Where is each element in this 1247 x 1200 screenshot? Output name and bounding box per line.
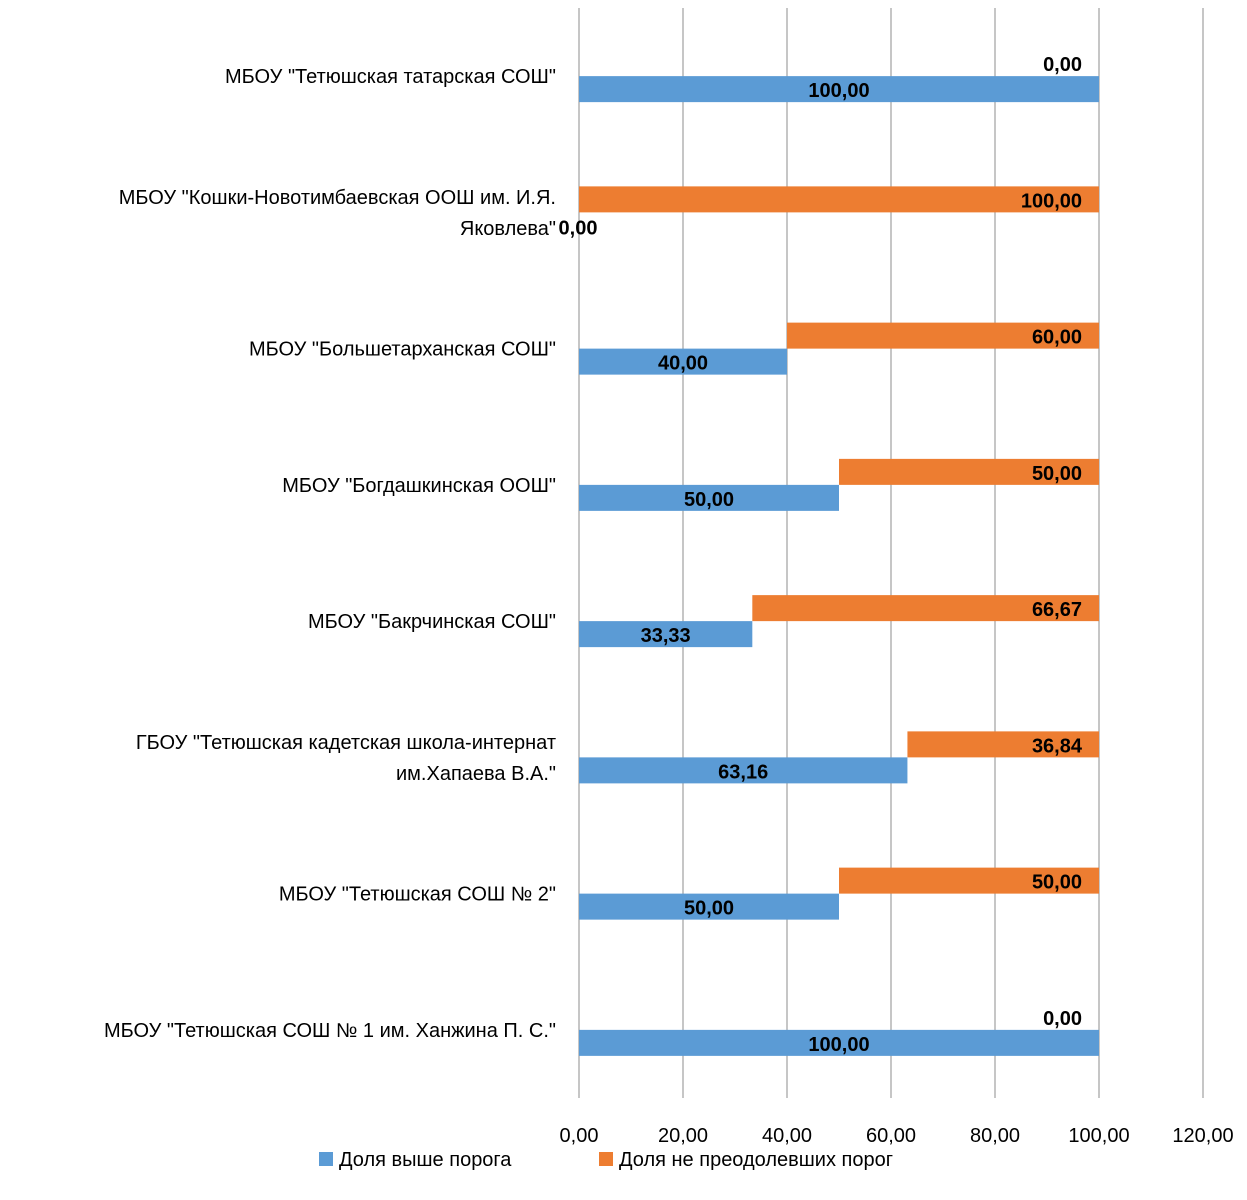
category-label: МБОУ "Кошки-Новотимбаевская ООШ им. И.Я.… — [119, 187, 556, 240]
data-label-below-threshold: 0,00 — [1043, 54, 1082, 76]
bar-above-threshold — [579, 76, 1099, 103]
bar-below-threshold — [579, 186, 1099, 213]
bar-below-threshold — [752, 595, 1099, 622]
data-label-below-threshold: 60,00 — [1032, 327, 1082, 349]
bar-above-threshold — [579, 1029, 1099, 1056]
category-label: МБОУ "Тетюшская СОШ № 1 им. Ханжина П. С… — [104, 1020, 556, 1042]
bar-above-threshold — [579, 348, 787, 375]
bars — [579, 76, 1099, 1056]
category-labels: МБОУ "Тетюшская татарская СОШ" МБОУ "Кошк… — [104, 66, 556, 1042]
bar-above-threshold — [579, 484, 839, 511]
x-tick-label: 80,00 — [970, 1125, 1020, 1147]
data-label-above-threshold: 0,00 — [559, 217, 598, 239]
category-label: МБОУ "Большетарханская СОШ" — [249, 339, 556, 361]
data-label-below-threshold: 50,00 — [1032, 872, 1082, 894]
data-label-above-threshold: 40,00 — [658, 353, 708, 375]
category-label: МБОУ "Тетюшская татарская СОШ" — [225, 66, 556, 88]
bar-below-threshold — [787, 322, 1099, 349]
data-label-below-threshold: 0,00 — [1043, 1008, 1082, 1030]
data-label-below-threshold: 36,84 — [1032, 735, 1083, 757]
data-label-above-threshold: 100,00 — [808, 1034, 869, 1056]
bar-above-threshold — [579, 621, 753, 648]
bar-below-threshold — [839, 458, 1099, 485]
category-label: МБОУ "Бакрчинская СОШ" — [308, 611, 556, 633]
grid-lines — [578, 8, 1204, 1098]
category-label: МБОУ "Богдашкинская ООШ" — [282, 475, 556, 497]
data-label-above-threshold: 50,00 — [684, 489, 734, 511]
data-label-below-threshold: 100,00 — [1021, 190, 1082, 212]
data-labels: 100,00 0,00 0,00 100,00 40,00 60,00 50,00 50,00… — [559, 54, 1083, 1056]
category-label: ГБОУ "Тетюшская кадетская школа-интернат… — [136, 732, 556, 785]
bar-above-threshold — [579, 757, 908, 784]
x-tick-label: 0,00 — [560, 1125, 599, 1147]
x-tick-label: 100,00 — [1068, 1125, 1129, 1147]
x-tick-label: 120,00 — [1172, 1125, 1233, 1147]
data-label-above-threshold: 33,33 — [641, 625, 691, 647]
x-tick-label: 60,00 — [866, 1125, 916, 1147]
data-label-below-threshold: 50,00 — [1032, 463, 1082, 485]
bar-above-threshold — [579, 893, 839, 920]
data-label-above-threshold: 100,00 — [808, 80, 869, 102]
legend-label-below-threshold: Доля не преодолевших порог — [619, 1149, 893, 1171]
legend: Доля выше порога Доля не преодолевших по… — [319, 1149, 893, 1171]
data-label-above-threshold: 63,16 — [718, 761, 768, 783]
x-tick-label: 40,00 — [762, 1125, 812, 1147]
legend-label-above-threshold: Доля выше порога — [339, 1149, 512, 1171]
bar-below-threshold — [907, 731, 1099, 758]
legend-swatch-above-threshold — [319, 1152, 333, 1166]
x-tick-label: 20,00 — [658, 1125, 708, 1147]
x-axis-ticks: 0,00 20,00 40,00 60,00 80,00 100,00 120,00 — [560, 1125, 1234, 1147]
data-label-below-threshold: 66,67 — [1032, 599, 1082, 621]
legend-swatch-below-threshold — [599, 1152, 613, 1166]
category-label: МБОУ "Тетюшская СОШ № 2" — [279, 884, 556, 906]
bar-below-threshold — [839, 867, 1099, 894]
data-label-above-threshold: 50,00 — [684, 898, 734, 920]
